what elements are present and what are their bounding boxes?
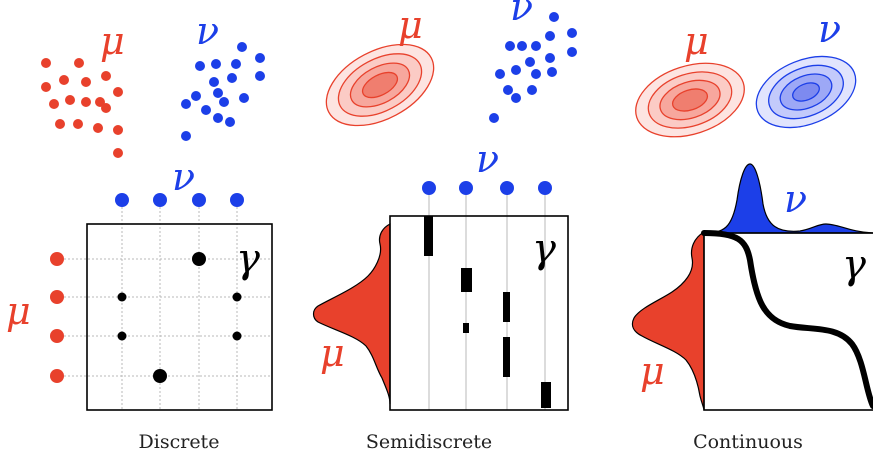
caption-continuous: Continuous	[693, 431, 803, 453]
continuous-mu-label: μ	[684, 19, 709, 63]
discrete-mu-cloud	[41, 58, 123, 158]
semidiscrete-nu-label: ν	[510, 0, 533, 29]
continuous-transport-curve	[701, 230, 873, 409]
caption-semidiscrete: Semidiscrete	[366, 431, 492, 453]
panel-semidiscrete: μ ν ν μ γ Semidiscrete	[312, 0, 577, 453]
semidiscrete-mu-label: μ	[398, 3, 423, 47]
continuous-gamma-label: γ	[842, 242, 866, 288]
panel-continuous: μ ν ν μ γ Continuous	[631, 7, 873, 453]
semidiscrete-gamma-label: γ	[532, 226, 556, 272]
discrete-mu-label: μ	[100, 19, 125, 63]
discrete-plan-box	[86, 223, 273, 411]
panel-discrete: μ ν ν μ γ Discrete	[6, 9, 273, 453]
continuous-mu-density	[635, 62, 745, 138]
semidiscrete-mu-density	[325, 43, 435, 127]
continuous-nu-marginal	[703, 163, 873, 234]
semidiscrete-plan-box	[389, 215, 569, 411]
continuous-mu-marginal	[631, 230, 705, 411]
continuous-plan-mu-label: μ	[640, 349, 665, 393]
discrete-nu-label: ν	[196, 9, 219, 53]
semidiscrete-plan-nu-label: ν	[476, 137, 499, 181]
discrete-gamma-label: γ	[236, 236, 260, 282]
semidiscrete-nu-marginal-dots	[422, 181, 552, 195]
continuous-plan-box	[703, 232, 873, 411]
discrete-nu-marginal-dots	[115, 193, 244, 207]
discrete-plan-nu-label: ν	[172, 155, 195, 199]
discrete-coupling-points	[117, 252, 242, 383]
discrete-mu-marginal-dots	[50, 252, 64, 383]
caption-discrete: Discrete	[139, 431, 220, 453]
semidiscrete-nu-cloud	[489, 12, 577, 123]
semidiscrete-grid-lines	[428, 195, 546, 410]
continuous-nu-density	[755, 55, 857, 129]
semidiscrete-transport-segments	[424, 216, 551, 408]
discrete-plan-mu-label: μ	[6, 289, 31, 333]
semidiscrete-mu-marginal	[312, 223, 391, 405]
continuous-nu-label: ν	[818, 7, 841, 51]
semidiscrete-plan-mu-label: μ	[320, 331, 345, 375]
discrete-nu-cloud	[181, 42, 265, 141]
continuous-plan-nu-label: ν	[784, 177, 807, 221]
